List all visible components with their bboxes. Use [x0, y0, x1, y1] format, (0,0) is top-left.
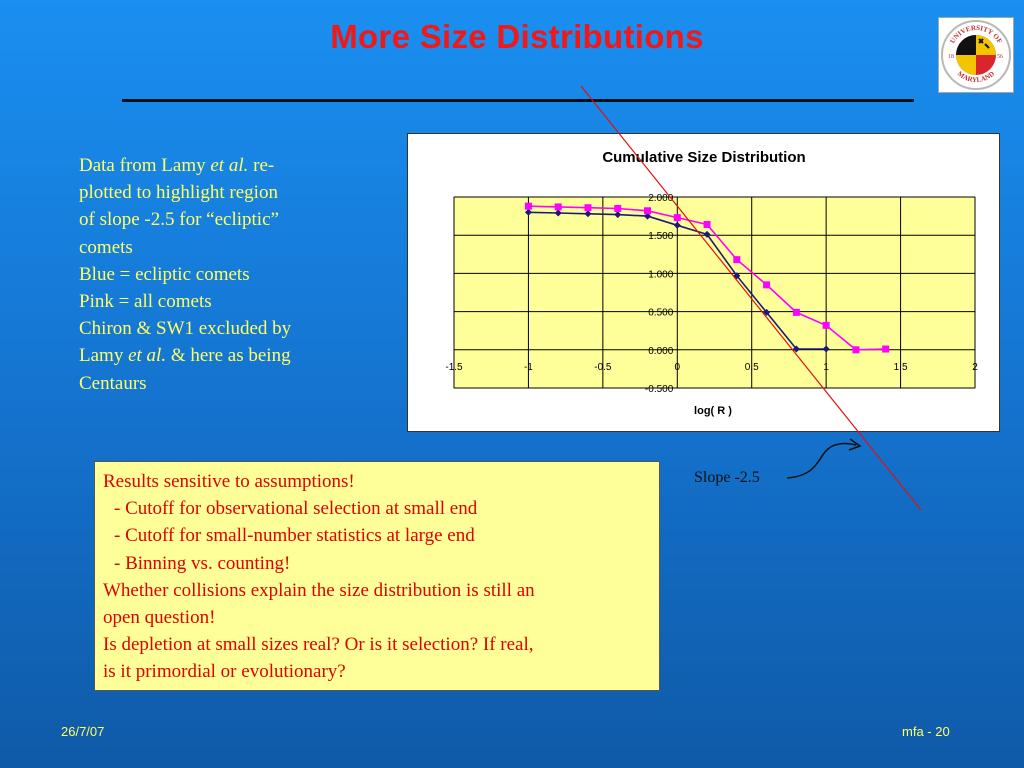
- series-2-point: [763, 281, 771, 289]
- slope-label: Slope -2.5: [694, 469, 760, 486]
- y-tick-label: 1.500: [648, 231, 673, 242]
- results-line-2: - Cutoff for observational selection at …: [114, 498, 478, 520]
- svg-text:18: 18: [948, 54, 954, 60]
- results-line-3: - Cutoff for small-number statistics at …: [114, 525, 475, 547]
- y-tick-label: -0.500: [645, 384, 674, 395]
- description-line-1: Data from Lamy et al. re-: [79, 155, 275, 176]
- plot-area: [453, 196, 976, 389]
- x-tick-label: -1: [524, 362, 533, 373]
- results-line-8: is it primordial or evolutionary?: [103, 661, 346, 683]
- results-line-1: Results sensitive to assumptions!: [103, 471, 355, 492]
- description-line-7: Chiron & SW1 excluded by: [79, 318, 292, 340]
- chart-title: Cumulative Size Distribution: [602, 149, 805, 166]
- results-line-5: Whether collisions explain the size dist…: [103, 579, 535, 601]
- series-2-point: [584, 204, 592, 212]
- series-2-point: [703, 221, 711, 229]
- chart-svg: Cumulative Size Distribution -0.500 0.000…: [445, 149, 978, 417]
- description-line-8: Lamy et al. & here as being: [79, 345, 291, 367]
- series-1-point: [524, 208, 532, 216]
- arrowhead-icon: [848, 438, 862, 451]
- footer-date: 26/7/07: [61, 724, 105, 739]
- results-line-7: Is depletion at small sizes real? Or is …: [103, 634, 534, 656]
- slope-pointer-arrow: [786, 442, 857, 479]
- y-tick-label: 1.000: [648, 269, 673, 280]
- results-line-6: open question!: [103, 607, 216, 629]
- description-line-6: Pink = all comets: [79, 291, 212, 313]
- description-line-9: Centaurs: [79, 372, 147, 394]
- description-line-3: of slope -2.5 for “ecliptic”: [79, 209, 279, 231]
- series-2-point: [852, 346, 860, 354]
- results-line-4: - Binning vs. counting!: [114, 552, 291, 574]
- series-2-point: [792, 308, 800, 316]
- chart-container: Cumulative Size Distribution -0.500 0.000…: [407, 133, 1000, 432]
- series-2-point: [882, 345, 890, 353]
- footer-page-number: mfa - 20: [902, 724, 950, 739]
- title-divider: [122, 99, 914, 102]
- series-2-point: [554, 203, 562, 211]
- series-2-point: [733, 256, 741, 264]
- description-text: Data from Lamy et al. re- plotted to hig…: [79, 152, 349, 397]
- results-box: Results sensitive to assumptions! - Cuto…: [94, 461, 660, 691]
- y-tick-label: 0.000: [648, 346, 673, 357]
- x-tick-label: 0.5: [745, 362, 759, 373]
- svg-text:56: 56: [997, 54, 1003, 60]
- x-tick-label: -1.5: [445, 362, 463, 373]
- description-line-2: plotted to highlight region: [79, 182, 278, 204]
- x-tick-label: 1: [823, 362, 829, 373]
- y-tick-label: 2.000: [648, 193, 673, 204]
- series-1-point: [554, 209, 562, 217]
- series-2-point: [822, 321, 830, 329]
- slide-title: More Size Distributions: [330, 18, 704, 55]
- y-tick-label: 0.500: [648, 308, 673, 319]
- description-line-4: comets: [79, 236, 133, 258]
- x-tick-label: 2: [972, 362, 978, 373]
- university-of-maryland-seal-icon: UNIVERSITY OF MARYLAND 18 56: [938, 17, 1014, 93]
- x-tick-label: 1.5: [894, 362, 908, 373]
- series-2-point: [614, 204, 622, 212]
- description-line-5: Blue = ecliptic comets: [79, 263, 250, 285]
- x-axis-label: log( R ): [694, 405, 732, 417]
- series-2-point: [673, 214, 681, 222]
- x-tick-label: 0: [675, 362, 681, 373]
- x-tick-label: -0.5: [594, 362, 612, 373]
- series-2-point: [644, 207, 652, 215]
- series-2-point: [524, 202, 532, 210]
